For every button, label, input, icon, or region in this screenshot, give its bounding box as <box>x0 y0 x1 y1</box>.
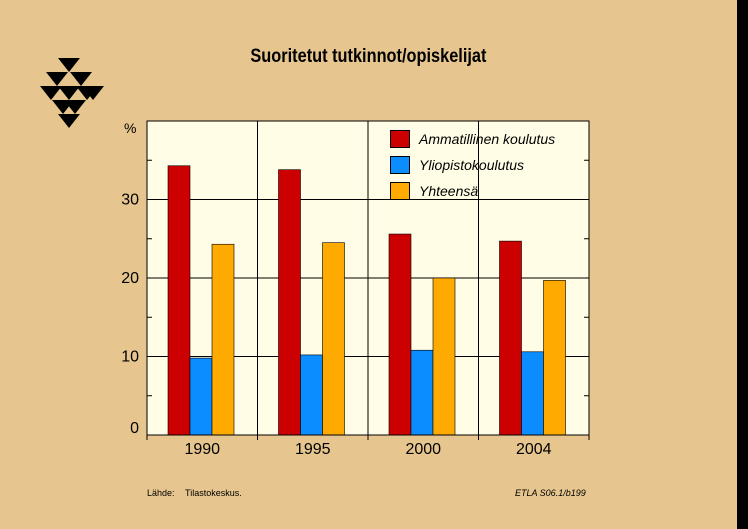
legend-swatch <box>390 182 410 200</box>
bar <box>322 242 345 436</box>
x-tick-label: 1995 <box>295 441 331 458</box>
x-tick-label: 1990 <box>184 441 220 458</box>
bar <box>543 280 566 436</box>
legend-swatch <box>390 156 410 174</box>
logo-triangle <box>58 114 80 128</box>
source-note: Lähde: Tilastokeskus. <box>147 488 242 498</box>
bar <box>167 165 191 436</box>
y-axis-ticks: 0 10 20 30 <box>121 120 589 437</box>
bar <box>278 169 301 436</box>
bar <box>499 240 522 436</box>
legend-label: Yliopistokoulutus <box>419 157 525 173</box>
x-axis-ticks: 1990 1995 2000 2004 <box>146 435 590 458</box>
bar <box>432 277 456 436</box>
legend-swatch <box>390 130 410 148</box>
bar <box>410 349 434 436</box>
logo-triangle <box>70 72 92 86</box>
y-tick-label: 10 <box>121 349 139 366</box>
chart-title: Suoritetut tutkinnot/opiskelijat <box>250 46 487 67</box>
etla-triangles-logo-icon <box>40 58 104 128</box>
source-text: Tilastokeskus. <box>185 488 242 498</box>
legend-label: Ammatillinen koulutus <box>419 131 556 147</box>
logo-triangle <box>46 72 68 86</box>
legend-item: Yhteensä <box>390 178 555 204</box>
bar <box>388 233 412 436</box>
logo-triangle <box>76 86 98 100</box>
bar <box>189 357 213 436</box>
chart-code: ETLA S06.1/b199 <box>515 488 586 498</box>
x-tick-label: 2000 <box>405 441 441 458</box>
y-axis-label: % <box>124 120 137 136</box>
legend-item: Yliopistokoulutus <box>390 152 555 178</box>
x-tick-label: 2004 <box>516 441 552 458</box>
legend-label: Yhteensä <box>419 183 479 199</box>
legend-item: Ammatillinen koulutus <box>390 126 555 152</box>
bar <box>300 354 323 436</box>
source-label: Lähde: <box>147 488 175 498</box>
y-tick-label: 0 <box>130 420 139 437</box>
y-tick-label: 30 <box>121 192 139 209</box>
bar <box>211 243 235 436</box>
logo-triangle <box>64 100 86 114</box>
bar <box>521 351 544 436</box>
legend: Ammatillinen koulutus Yliopistokoulutus … <box>390 126 555 204</box>
logo-triangle <box>58 86 80 100</box>
logo-triangle <box>40 86 62 100</box>
logo-triangle <box>58 58 80 72</box>
plot-frame <box>146 120 590 436</box>
y-tick-label: 20 <box>121 270 139 287</box>
